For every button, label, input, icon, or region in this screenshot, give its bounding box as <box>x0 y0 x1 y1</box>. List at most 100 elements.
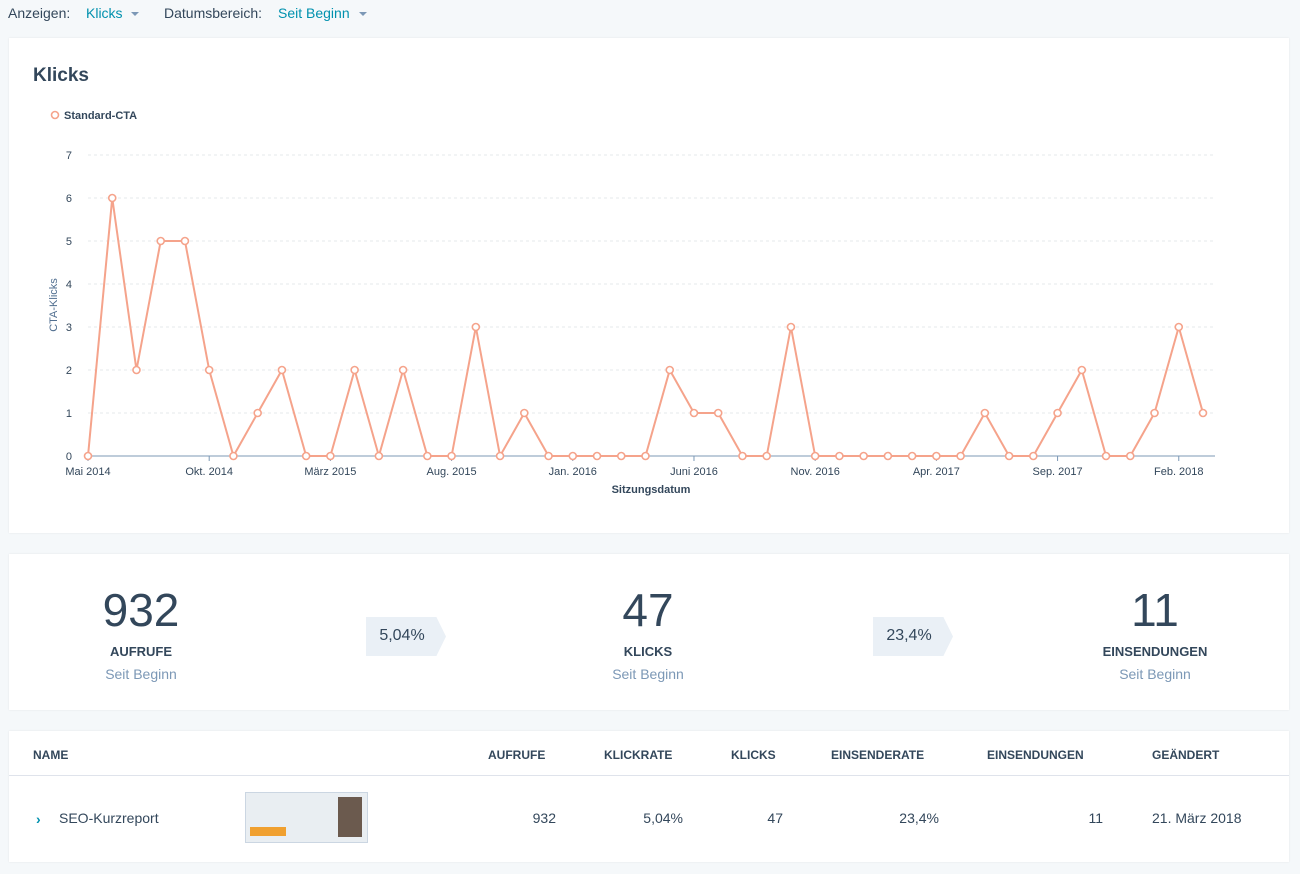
point <box>204 365 214 375</box>
point <box>1077 365 1087 375</box>
point <box>713 408 723 418</box>
point <box>398 365 408 375</box>
point <box>907 451 917 461</box>
point <box>374 451 384 461</box>
point <box>156 236 166 246</box>
filter-value[interactable]: Klicks <box>86 5 123 21</box>
rate-value: 5,04% <box>379 627 425 644</box>
table-card <box>9 731 1289 862</box>
point <box>738 451 747 461</box>
thumbnail-button <box>250 827 286 836</box>
row-name: SEO-Kurzreport <box>59 810 159 826</box>
y-tick-label: 7 <box>66 150 72 162</box>
thumbnail-photo <box>338 797 362 837</box>
column-header: GEÄNDERT <box>1152 748 1220 762</box>
column-header: AUFRUFE <box>488 748 546 762</box>
x-tick-label: Okt. 2014 <box>185 466 233 478</box>
y-tick-label: 5 <box>66 236 72 248</box>
y-axis-label: CTA-Klicks <box>48 278 60 332</box>
column-header: KLICKRATE <box>604 748 673 762</box>
point <box>1125 451 1135 461</box>
point <box>762 451 771 461</box>
x-tick-label: Jan. 2016 <box>549 466 597 478</box>
table-cell: 47 <box>767 810 783 826</box>
caret[interactable] <box>359 12 367 16</box>
point <box>859 451 868 461</box>
point <box>83 451 93 461</box>
table-cell: 932 <box>532 810 556 826</box>
point <box>1101 451 1111 461</box>
series-line <box>87 197 1204 460</box>
rate-box <box>873 617 953 656</box>
point <box>1053 408 1062 418</box>
stat-label: KLICKS <box>623 644 673 659</box>
stat-label: AUFRUFE <box>109 644 173 659</box>
x-tick-label: Mai 2014 <box>65 466 110 478</box>
point <box>1150 408 1159 418</box>
point <box>810 451 820 461</box>
point <box>932 451 941 461</box>
table-cell: 11 <box>1088 810 1103 826</box>
chart-card <box>9 38 1289 533</box>
point <box>277 365 287 375</box>
point <box>301 451 311 461</box>
stat-value: 932 <box>102 584 180 636</box>
x-tick-label: Juni 2016 <box>670 466 718 478</box>
legend-label: Standard-CTA <box>64 110 137 122</box>
chart-title: Klicks <box>33 65 89 86</box>
point <box>592 451 602 461</box>
point <box>786 322 796 332</box>
y-tick-label: 1 <box>66 408 72 420</box>
table-cell: 21. März 2018 <box>1152 810 1242 826</box>
chart: Klicks Sitzungsdatum CTA-Klicks 0 1 2 3 4 5 6 7… <box>33 65 1215 496</box>
point <box>665 365 675 375</box>
rate-value: 23,4% <box>886 627 932 644</box>
x-tick-label: Sep. 2017 <box>1032 466 1082 478</box>
point <box>326 451 335 461</box>
point <box>883 451 893 461</box>
point <box>980 408 990 418</box>
table-cell: 5,04% <box>643 810 683 826</box>
y-tick-label: 4 <box>66 279 72 291</box>
x-tick-label: Feb. 2018 <box>1154 466 1204 478</box>
point <box>495 451 505 461</box>
point <box>253 408 262 418</box>
stat-value: 47 <box>622 584 674 636</box>
point <box>520 408 529 418</box>
point <box>1174 322 1184 332</box>
stat-value: 11 <box>1131 584 1179 636</box>
thumbnail <box>245 792 368 843</box>
legend-marker <box>50 110 60 120</box>
point <box>180 236 190 246</box>
expand-chevron[interactable]: › <box>36 811 41 827</box>
y-tick-label: 2 <box>66 365 72 377</box>
stat-period: Seit Beginn <box>612 666 684 682</box>
x-tick-label: Nov. 2016 <box>791 466 840 478</box>
point <box>447 451 456 461</box>
point <box>689 408 699 418</box>
column-header: KLICKS <box>731 748 776 762</box>
point <box>568 451 578 461</box>
point <box>1004 451 1014 461</box>
caret[interactable] <box>131 12 139 16</box>
point <box>350 365 359 375</box>
x-tick-label: März 2015 <box>304 466 356 478</box>
point <box>107 193 117 203</box>
y-tick-label: 0 <box>66 451 72 463</box>
column-header: NAME <box>33 748 69 762</box>
filter-value[interactable]: Seit Beginn <box>278 5 350 21</box>
point <box>132 365 141 375</box>
stat-label: EINSENDUNGEN <box>1102 644 1208 659</box>
stat-period: Seit Beginn <box>105 666 177 682</box>
column-header: EINSENDUNGEN <box>987 748 1084 762</box>
y-tick-label: 6 <box>66 193 72 205</box>
stats-card <box>9 554 1289 710</box>
point <box>1029 451 1038 461</box>
column-header: EINSENDERATE <box>831 748 925 762</box>
point <box>229 451 238 461</box>
filter-label: Anzeigen: <box>8 5 71 21</box>
point <box>616 451 626 461</box>
point <box>471 322 481 332</box>
x-tick-label: Apr. 2017 <box>913 466 960 478</box>
